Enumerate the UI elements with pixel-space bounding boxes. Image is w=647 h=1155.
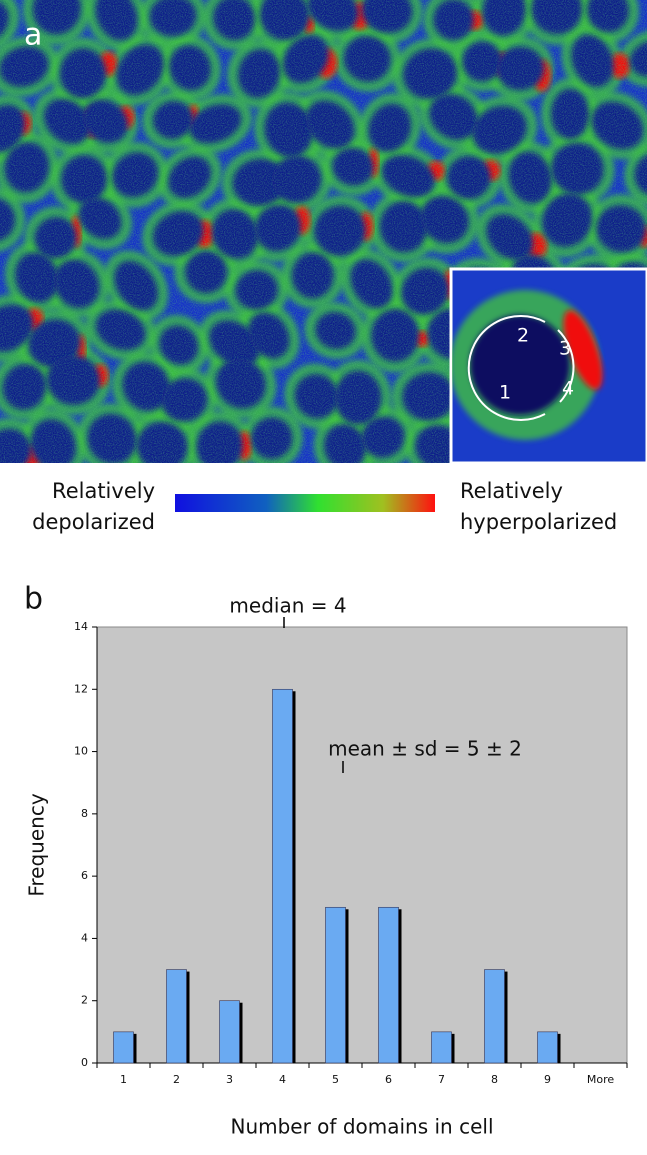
x-tick-label: 1	[120, 1073, 127, 1086]
x-tick-label: 2	[173, 1073, 180, 1086]
x-tick-label: 5	[332, 1073, 339, 1086]
y-tick-label: 2	[81, 994, 88, 1007]
inset-label: 2	[517, 325, 529, 347]
bar	[484, 969, 505, 1064]
y-tick-label: 12	[74, 682, 88, 695]
inset: 1 2 3 4	[449, 267, 647, 465]
domain-arc	[557, 329, 575, 403]
inset-label: 4	[562, 378, 574, 400]
x-tick-label: 6	[385, 1073, 392, 1086]
x-tick-label: 3	[226, 1073, 233, 1086]
panel-label: b	[24, 582, 43, 617]
y-tick-label: 10	[74, 745, 88, 758]
x-tick-label: 9	[544, 1073, 551, 1086]
y-tick-label: 14	[74, 620, 88, 633]
colorbar-right-label: Relatively	[460, 479, 563, 503]
bar	[272, 688, 293, 1064]
bar	[537, 1031, 558, 1064]
colorbar-left-label: depolarized	[32, 510, 155, 534]
colorbar-left-label: Relatively	[52, 479, 155, 503]
colorbar	[175, 494, 435, 512]
cell-body	[470, 315, 570, 415]
x-tick-label: 7	[438, 1073, 445, 1086]
x-tick-label: 8	[491, 1073, 498, 1086]
x-tick-label: More	[587, 1073, 615, 1086]
inset-label: 1	[499, 382, 511, 404]
hot-spot	[563, 310, 603, 390]
y-tick-label: 6	[81, 869, 88, 882]
y-axis-label: Frequency	[25, 793, 49, 896]
x-tick-label: 4	[279, 1073, 286, 1086]
y-tick-label: 8	[81, 807, 88, 820]
bar	[431, 1031, 452, 1064]
bar	[166, 969, 187, 1064]
inset-label: 3	[559, 338, 571, 360]
bar	[325, 906, 346, 1064]
bar	[113, 1031, 134, 1064]
bar	[219, 1000, 240, 1064]
y-tick-label: 4	[81, 931, 88, 944]
colorbar-right-label: hyperpolarized	[460, 510, 617, 534]
domain-arc	[467, 315, 546, 421]
panel-label: a	[24, 18, 42, 53]
y-tick-label: 0	[81, 1056, 88, 1069]
annotation: mean ± sd = 5 ± 2	[328, 737, 522, 761]
bar	[378, 906, 399, 1064]
x-axis-label: Number of domains in cell	[230, 1115, 493, 1139]
annotation: median = 4	[229, 594, 346, 618]
